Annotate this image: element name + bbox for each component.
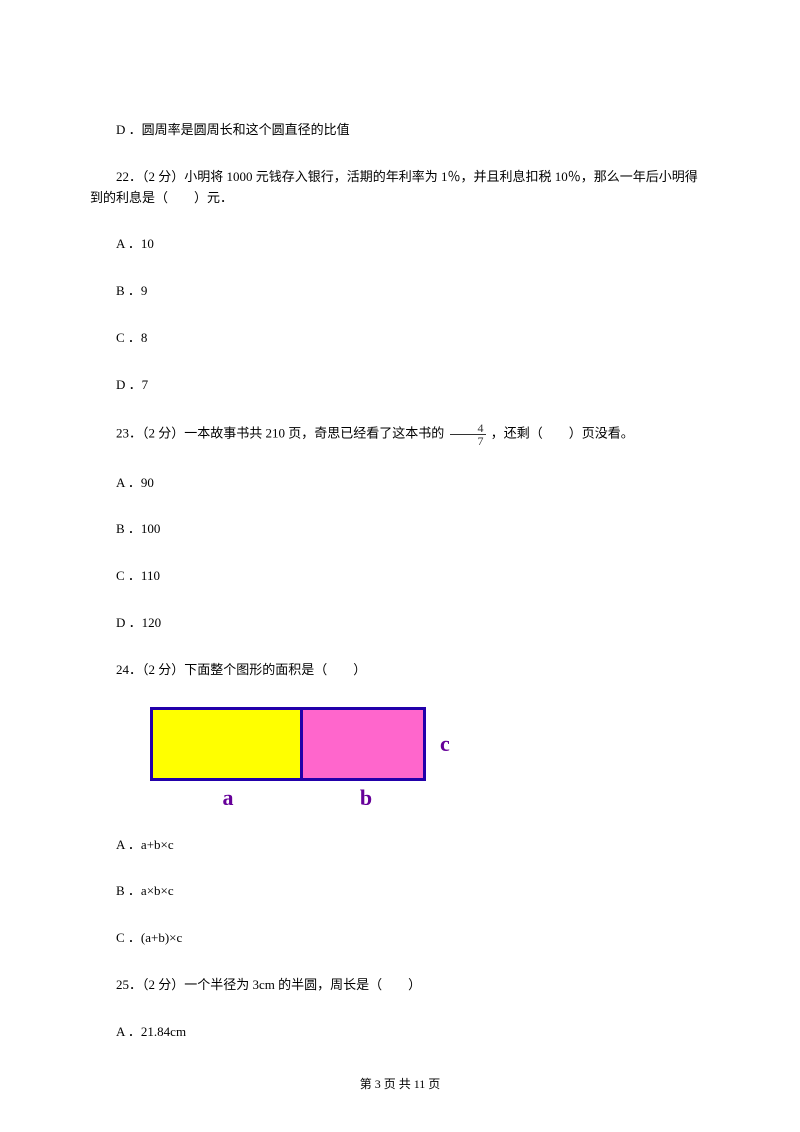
q24-option-c: C ．(a+b)×c bbox=[90, 928, 710, 949]
q22-stem: 22．（2 分）小明将 1000 元钱存入银行，活期的年利率为 1％，并且利息扣… bbox=[90, 167, 710, 209]
q23-option-c: C ．110 bbox=[90, 566, 710, 587]
q23-option-d: D ．120 bbox=[90, 613, 710, 634]
diagram-rect-yellow bbox=[153, 710, 303, 778]
q23-option-b: B ．100 bbox=[90, 519, 710, 540]
fraction-numerator: 4 bbox=[450, 422, 486, 435]
q21-option-d: D ．圆周率是圆周长和这个圆直径的比值 bbox=[90, 120, 710, 141]
page-content: D ．圆周率是圆周长和这个圆直径的比值 22．（2 分）小明将 1000 元钱存… bbox=[0, 0, 800, 1129]
diagram-label-b: b bbox=[306, 785, 426, 811]
diagram-ab-row: a b bbox=[150, 785, 710, 811]
diagram-label-a: a bbox=[153, 785, 303, 811]
q23-option-a: A ．90 bbox=[90, 473, 710, 494]
q22-option-b: B ．9 bbox=[90, 281, 710, 302]
q24-option-a: A ．a+b×c bbox=[90, 835, 710, 856]
q25-stem: 25．（2 分）一个半径为 3cm 的半圆，周长是（ ） bbox=[90, 975, 710, 996]
q23-stem: 23．（2 分）一本故事书共 210 页，奇思已经看了这本书的 47 ，还剩（ … bbox=[90, 422, 710, 447]
q23-stem-post: ，还剩（ ）页没看。 bbox=[488, 425, 634, 440]
page-footer: 第 3 页 共 11 页 bbox=[0, 1075, 800, 1092]
q24-stem: 24．（2 分）下面整个图形的面积是（ ） bbox=[90, 660, 710, 681]
q22-option-c: C ．8 bbox=[90, 328, 710, 349]
diagram-label-c: c bbox=[440, 731, 450, 757]
diagram-rect-group bbox=[150, 707, 426, 781]
diagram-rects-row: c bbox=[150, 707, 710, 781]
q22-option-d: D ．7 bbox=[90, 375, 710, 396]
q24-option-b: B ．a×b×c bbox=[90, 881, 710, 902]
fraction-4-7: 47 bbox=[450, 422, 486, 447]
diagram-rect-pink bbox=[303, 710, 423, 778]
q25-option-a: A ．21.84cm bbox=[90, 1022, 710, 1043]
q24-diagram: c a b bbox=[150, 707, 710, 811]
q22-option-a: A ．10 bbox=[90, 234, 710, 255]
fraction-denominator: 7 bbox=[450, 435, 486, 447]
q23-stem-pre: 23．（2 分）一本故事书共 210 页，奇思已经看了这本书的 bbox=[116, 425, 448, 440]
